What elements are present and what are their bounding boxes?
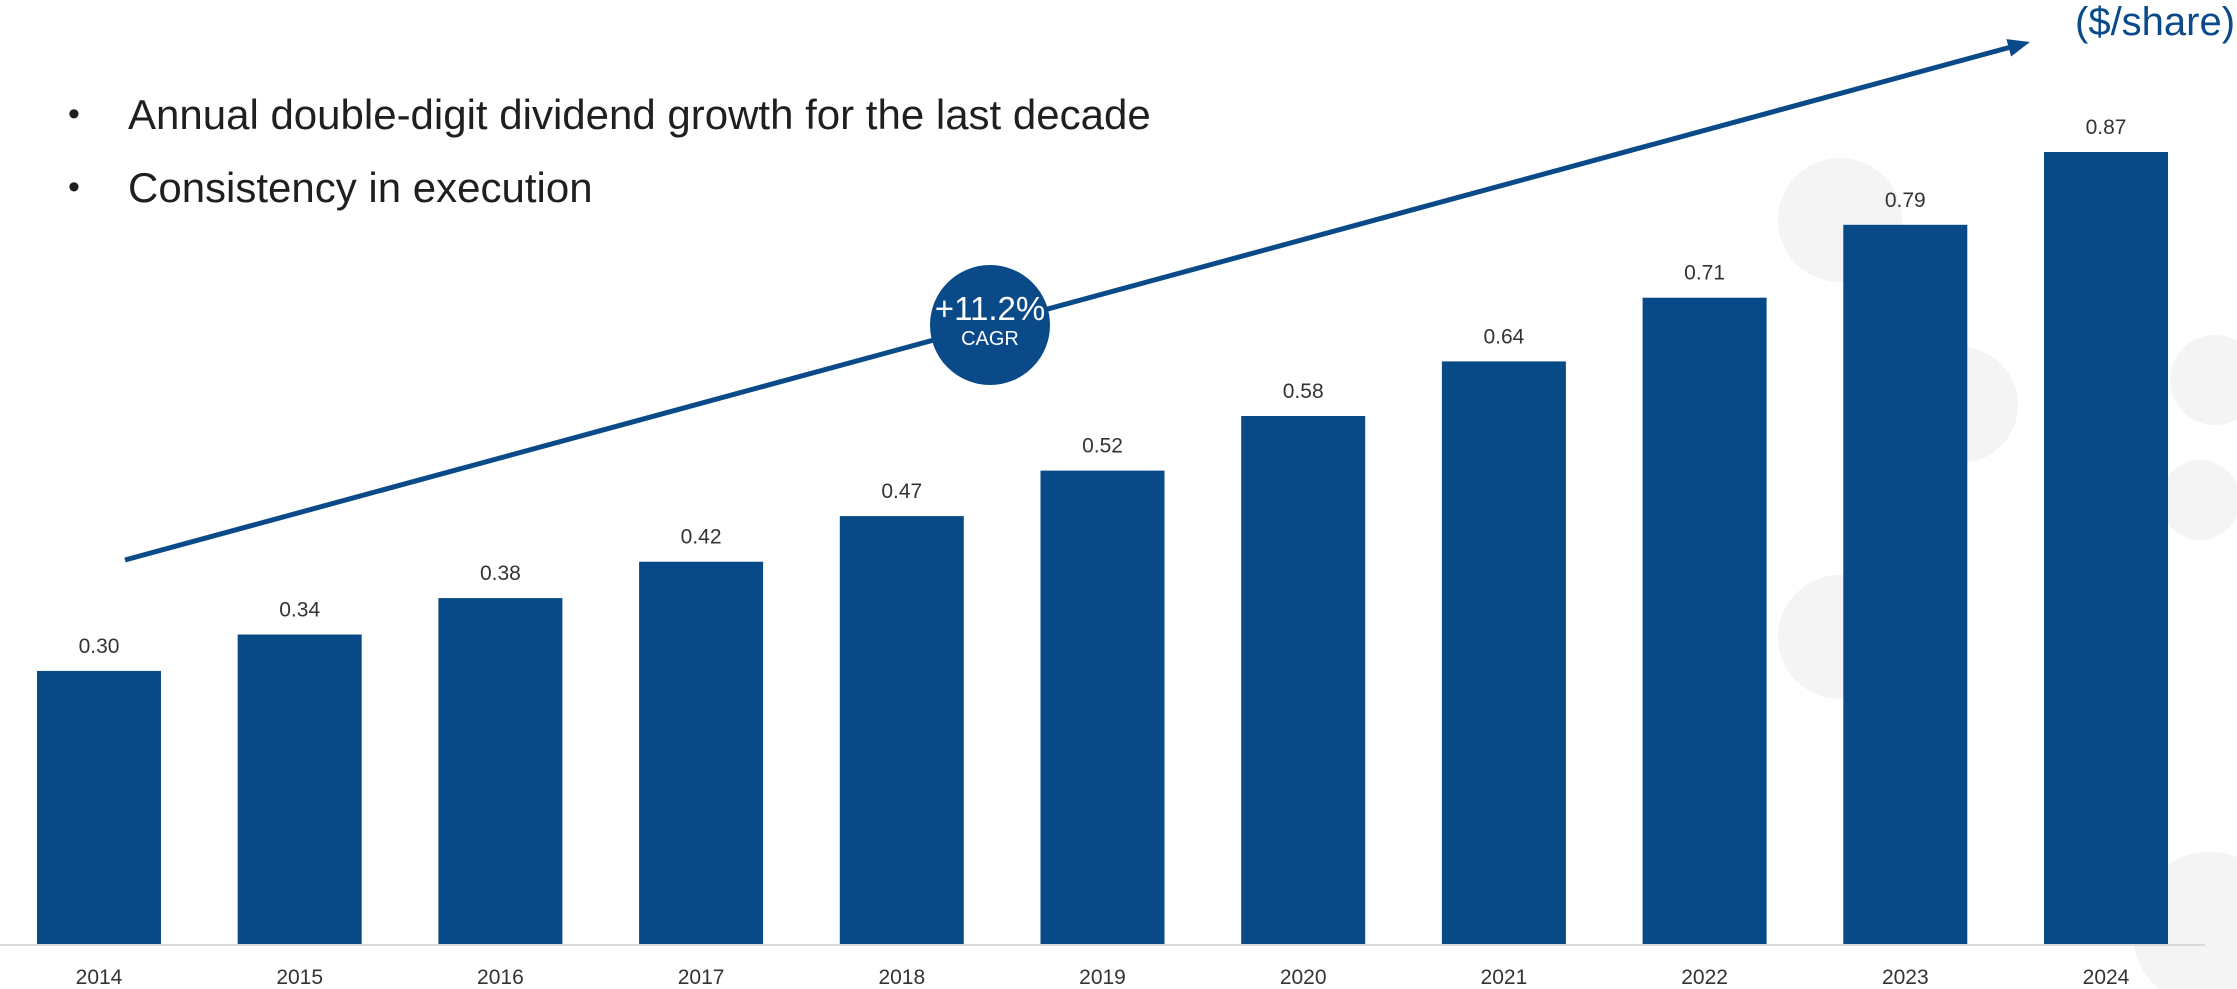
bar-2017 <box>639 561 764 944</box>
data-label-2019: 0.52 <box>1082 435 1123 458</box>
data-label-2017: 0.42 <box>681 526 722 549</box>
data-label-2018: 0.47 <box>881 480 922 503</box>
unit-label: ($/share) <box>2075 0 2236 44</box>
bullet-text: Consistency in execution <box>128 164 593 211</box>
trend-line <box>124 41 2023 563</box>
data-label-2024: 0.87 <box>2086 116 2127 139</box>
x-tick-label-2016: 2016 <box>477 966 524 989</box>
decor-circle <box>2170 335 2237 425</box>
bar-2022 <box>1642 297 1767 944</box>
cagr-label: CAGR <box>961 328 1019 350</box>
x-tick-label-2022: 2022 <box>1681 966 1728 989</box>
data-label-2015: 0.34 <box>279 599 320 622</box>
x-tick-label-2023: 2023 <box>1882 966 1929 989</box>
bar-2020 <box>1241 416 1366 944</box>
bar-2016 <box>438 598 563 944</box>
x-tick-label-2015: 2015 <box>276 966 323 989</box>
data-label-2014: 0.30 <box>79 635 120 658</box>
x-tick-label-2017: 2017 <box>678 966 725 989</box>
x-tick-label-2020: 2020 <box>1280 966 1327 989</box>
data-label-2016: 0.38 <box>480 562 521 585</box>
bar-2018 <box>839 516 964 944</box>
bullet-item-consistency: • Consistency in execution <box>64 151 1151 224</box>
bar-2021 <box>1441 361 1566 944</box>
arrowhead-icon <box>2006 39 2030 57</box>
bullet-item-dividend-growth: • Annual double-digit dividend growth fo… <box>64 78 1151 151</box>
data-label-2020: 0.58 <box>1283 380 1324 403</box>
bullet-dot-icon: • <box>68 168 80 206</box>
x-tick-label-2024: 2024 <box>2083 966 2130 989</box>
bar-2024 <box>2044 152 2168 944</box>
data-label-2023: 0.79 <box>1885 189 1926 212</box>
cagr-value: +11.2% <box>934 290 1046 327</box>
cagr-badge: +11.2% CAGR <box>930 265 1050 385</box>
bullet-list: • Annual double-digit dividend growth fo… <box>64 78 1151 224</box>
x-tick-label-2018: 2018 <box>878 966 925 989</box>
bullet-text: Annual double-digit dividend growth for … <box>128 91 1151 138</box>
x-tick-label-2014: 2014 <box>76 966 123 989</box>
x-tick-labels: 2014 2015 2016 2017 2018 2019 2020 2021 2022 2023… <box>76 966 2130 989</box>
bar-2019 <box>1040 470 1165 944</box>
data-label-2022: 0.71 <box>1684 262 1725 285</box>
data-labels: 0.30 0.34 0.38 0.42 0.47 0.52 0.58 0.64 0.71 0.79… <box>79 116 2127 658</box>
bar-series <box>37 152 2168 945</box>
trend-arrow <box>124 39 2030 563</box>
bar-2015 <box>237 634 362 944</box>
bullet-dot-icon: • <box>68 95 80 133</box>
x-tick-label-2021: 2021 <box>1481 966 1528 989</box>
x-tick-label-2019: 2019 <box>1079 966 1126 989</box>
decor-circle <box>2160 460 2237 540</box>
bar-2023 <box>1843 224 1968 945</box>
data-label-2021: 0.64 <box>1483 325 1524 348</box>
bar-2014 <box>37 670 161 944</box>
